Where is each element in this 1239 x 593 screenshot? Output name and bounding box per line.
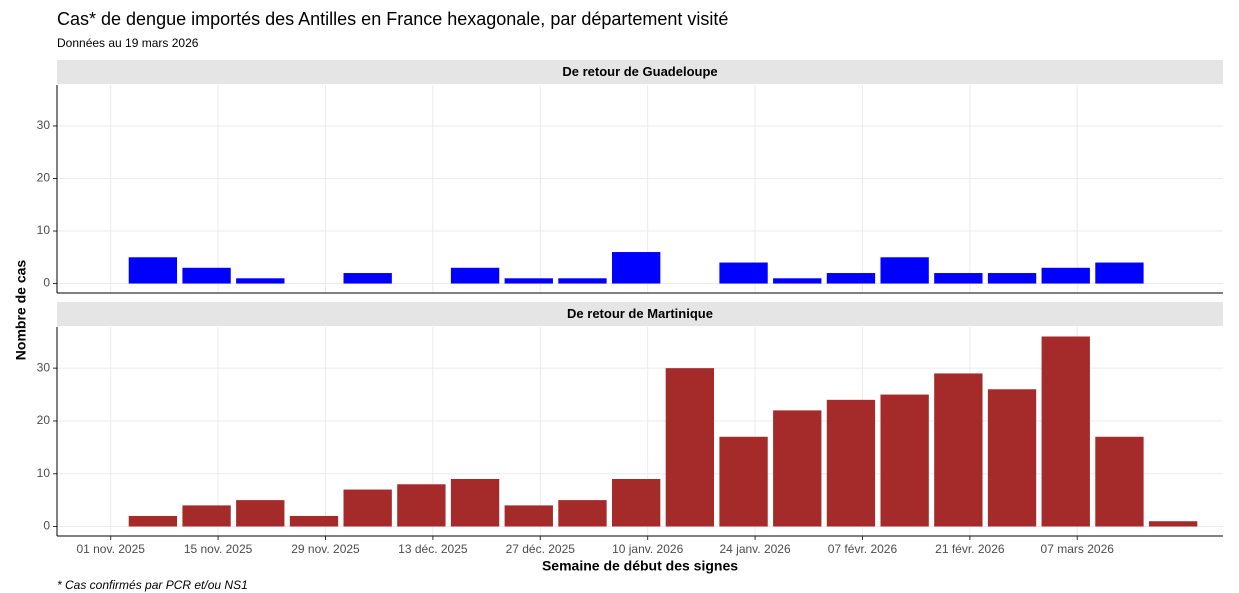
y-tick-label: 10 [37, 466, 51, 480]
bar [880, 257, 929, 284]
x-tick-label: 27 déc. 2025 [506, 542, 576, 556]
bar [128, 257, 178, 284]
bar [504, 278, 553, 284]
bar [934, 273, 983, 284]
bar [1041, 336, 1090, 527]
y-tick-label: 20 [37, 413, 51, 427]
facet-title: De retour de Martinique [567, 306, 713, 321]
x-tick-label: 07 mars 2026 [1041, 542, 1115, 556]
facet-strip [57, 60, 1223, 84]
y-tick-label: 30 [37, 360, 51, 374]
bar [558, 278, 607, 284]
bar [987, 273, 1037, 284]
x-tick-label: 13 déc. 2025 [398, 542, 468, 556]
bar [182, 505, 231, 527]
bar [719, 262, 768, 284]
bar [343, 273, 392, 284]
bar [504, 505, 553, 527]
bar [236, 278, 285, 284]
y-tick-label: 0 [43, 276, 50, 290]
caption: * Cas confirmés par PCR et/ou NS1 [57, 578, 248, 592]
x-tick-label: 07 févr. 2026 [828, 542, 898, 556]
bar [450, 267, 500, 284]
bar [1095, 262, 1144, 284]
y-tick-label: 30 [37, 118, 51, 132]
bar [826, 399, 876, 527]
bar [1041, 267, 1090, 284]
x-tick-label: 15 nov. 2025 [184, 542, 253, 556]
x-tick-label: 10 janv. 2026 [612, 542, 683, 556]
bar [397, 484, 446, 527]
y-tick-label: 10 [37, 223, 51, 237]
bar [773, 410, 822, 527]
x-tick-label: 24 janv. 2026 [719, 542, 790, 556]
bar [880, 394, 929, 527]
y-axis-title: Nombre de cas [13, 260, 29, 361]
chart-title: Cas* de dengue importés des Antilles en … [57, 9, 728, 29]
bar [343, 489, 392, 527]
facet-title: De retour de Guadeloupe [562, 64, 717, 79]
bar [773, 278, 822, 284]
x-tick-label: 29 nov. 2025 [291, 542, 360, 556]
x-tick-label: 21 févr. 2026 [935, 542, 1005, 556]
bar [450, 479, 500, 527]
bar [128, 515, 178, 527]
y-tick-label: 0 [43, 519, 50, 533]
facet-strip [57, 302, 1223, 326]
x-tick-label: 01 nov. 2025 [76, 542, 145, 556]
bar [236, 500, 285, 527]
bar [1148, 521, 1198, 527]
bar [719, 436, 768, 527]
bar [558, 500, 607, 527]
bar [934, 373, 983, 527]
bar [665, 368, 715, 527]
bar [987, 389, 1037, 527]
x-axis-title: Semaine de début des signes [542, 558, 738, 574]
bar [826, 273, 876, 284]
bar [182, 267, 231, 284]
bar [1095, 436, 1144, 527]
y-tick-label: 20 [37, 171, 51, 185]
bar [289, 515, 339, 527]
bar [612, 252, 661, 284]
bar [612, 479, 661, 527]
chart-subtitle: Données au 19 mars 2026 [57, 36, 199, 50]
